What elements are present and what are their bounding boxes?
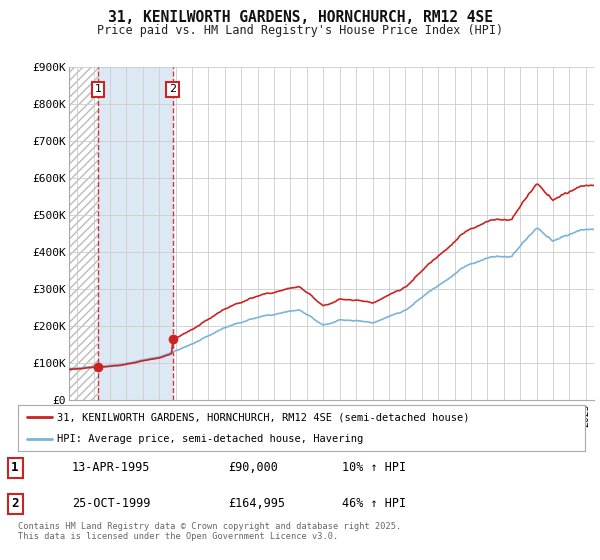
Text: 1: 1 [95, 85, 102, 95]
Text: £164,995: £164,995 [228, 497, 285, 510]
Text: 10% ↑ HPI: 10% ↑ HPI [342, 461, 406, 474]
Text: 2: 2 [169, 85, 176, 95]
Text: 46% ↑ HPI: 46% ↑ HPI [342, 497, 406, 510]
Text: 2: 2 [11, 497, 19, 510]
Text: 25-OCT-1999: 25-OCT-1999 [72, 497, 151, 510]
Text: 31, KENILWORTH GARDENS, HORNCHURCH, RM12 4SE (semi-detached house): 31, KENILWORTH GARDENS, HORNCHURCH, RM12… [56, 412, 469, 422]
Text: £90,000: £90,000 [228, 461, 278, 474]
Text: Contains HM Land Registry data © Crown copyright and database right 2025.
This d: Contains HM Land Registry data © Crown c… [18, 522, 401, 542]
Text: 1: 1 [11, 461, 19, 474]
Text: HPI: Average price, semi-detached house, Havering: HPI: Average price, semi-detached house,… [56, 435, 363, 444]
Text: Price paid vs. HM Land Registry's House Price Index (HPI): Price paid vs. HM Land Registry's House … [97, 24, 503, 37]
Text: 31, KENILWORTH GARDENS, HORNCHURCH, RM12 4SE: 31, KENILWORTH GARDENS, HORNCHURCH, RM12… [107, 10, 493, 25]
Text: 13-APR-1995: 13-APR-1995 [72, 461, 151, 474]
